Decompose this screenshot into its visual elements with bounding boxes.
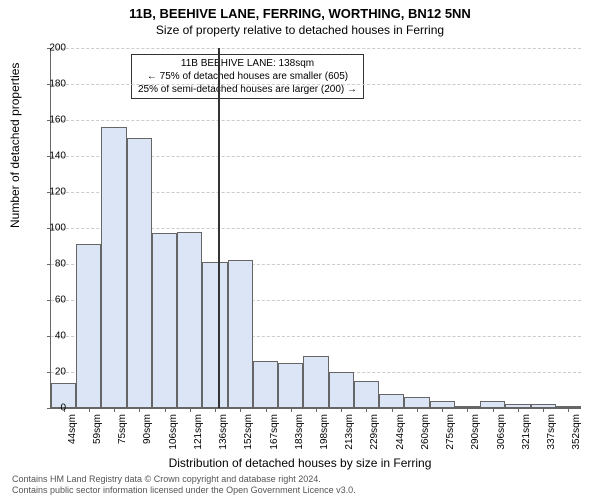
xtick-mark <box>139 408 140 412</box>
attribution-line-2: Contains public sector information licen… <box>12 485 356 496</box>
xtick-mark <box>341 408 342 412</box>
xtick-label: 75sqm <box>117 414 128 444</box>
ytick-label: 120 <box>36 187 66 198</box>
xtick-mark <box>89 408 90 412</box>
xtick-label: 90sqm <box>142 414 153 444</box>
xtick-label: 213sqm <box>344 414 355 450</box>
xtick-mark <box>114 408 115 412</box>
xtick-mark <box>215 408 216 412</box>
xtick-label: 183sqm <box>294 414 305 450</box>
xtick-mark <box>518 408 519 412</box>
xtick-label: 152sqm <box>243 414 254 450</box>
histogram-bar <box>152 233 177 408</box>
ytick-label: 200 <box>36 43 66 54</box>
grid-line <box>51 120 581 121</box>
histogram-bar <box>430 401 455 408</box>
xtick-mark <box>568 408 569 412</box>
grid-line <box>51 84 581 85</box>
xtick-label: 306sqm <box>496 414 507 450</box>
xtick-mark <box>417 408 418 412</box>
histogram-bar <box>480 401 505 408</box>
xtick-label: 244sqm <box>395 414 406 450</box>
ytick-label: 20 <box>36 367 66 378</box>
x-axis-label: Distribution of detached houses by size … <box>0 456 600 470</box>
xtick-mark <box>266 408 267 412</box>
xtick-label: 260sqm <box>420 414 431 450</box>
histogram-bar <box>278 363 303 408</box>
y-axis-label: Number of detached properties <box>8 63 22 228</box>
histogram-bar <box>177 232 202 408</box>
xtick-label: 321sqm <box>521 414 532 450</box>
ytick-label: 40 <box>36 331 66 342</box>
histogram-bar <box>303 356 328 408</box>
xtick-label: 167sqm <box>269 414 280 450</box>
attribution-line-1: Contains HM Land Registry data © Crown c… <box>12 474 356 485</box>
xtick-mark <box>543 408 544 412</box>
ytick-label: 180 <box>36 79 66 90</box>
annotation-line-1: 11B BEEHIVE LANE: 138sqm <box>138 57 357 70</box>
xtick-mark <box>366 408 367 412</box>
xtick-mark <box>493 408 494 412</box>
histogram-bar <box>202 262 227 408</box>
xtick-mark <box>165 408 166 412</box>
xtick-mark <box>316 408 317 412</box>
ytick-label: 0 <box>36 403 66 414</box>
xtick-mark <box>240 408 241 412</box>
xtick-label: 44sqm <box>67 414 78 444</box>
chart-subtitle: Size of property relative to detached ho… <box>0 21 600 37</box>
grid-line <box>51 48 581 49</box>
plot-area: 11B BEEHIVE LANE: 138sqm ← 75% of detach… <box>50 48 581 409</box>
chart-container: 11B, BEEHIVE LANE, FERRING, WORTHING, BN… <box>0 0 600 500</box>
histogram-bar <box>329 372 354 408</box>
ytick-label: 80 <box>36 259 66 270</box>
histogram-bar <box>76 244 101 408</box>
xtick-label: 275sqm <box>445 414 456 450</box>
histogram-bar <box>354 381 379 408</box>
chart-title: 11B, BEEHIVE LANE, FERRING, WORTHING, BN… <box>0 0 600 21</box>
xtick-label: 121sqm <box>193 414 204 450</box>
xtick-mark <box>467 408 468 412</box>
xtick-label: 106sqm <box>168 414 179 450</box>
ytick-label: 160 <box>36 115 66 126</box>
histogram-bar <box>101 127 126 408</box>
xtick-label: 337sqm <box>546 414 557 450</box>
highlight-line <box>218 48 220 408</box>
xtick-label: 229sqm <box>369 414 380 450</box>
annotation-box: 11B BEEHIVE LANE: 138sqm ← 75% of detach… <box>131 54 364 99</box>
ytick-label: 140 <box>36 151 66 162</box>
attribution: Contains HM Land Registry data © Crown c… <box>12 474 356 496</box>
xtick-label: 290sqm <box>470 414 481 450</box>
histogram-bar <box>253 361 278 408</box>
histogram-bar <box>228 260 253 408</box>
histogram-bar <box>379 394 404 408</box>
xtick-mark <box>190 408 191 412</box>
ytick-label: 60 <box>36 295 66 306</box>
xtick-mark <box>392 408 393 412</box>
annotation-line-2: ← 75% of detached houses are smaller (60… <box>138 70 357 83</box>
histogram-bar <box>127 138 152 408</box>
ytick-label: 100 <box>36 223 66 234</box>
xtick-label: 136sqm <box>218 414 229 450</box>
xtick-mark <box>291 408 292 412</box>
xtick-label: 59sqm <box>92 414 103 444</box>
xtick-label: 198sqm <box>319 414 330 450</box>
xtick-mark <box>442 408 443 412</box>
xtick-label: 352sqm <box>571 414 582 450</box>
histogram-bar <box>404 397 429 408</box>
